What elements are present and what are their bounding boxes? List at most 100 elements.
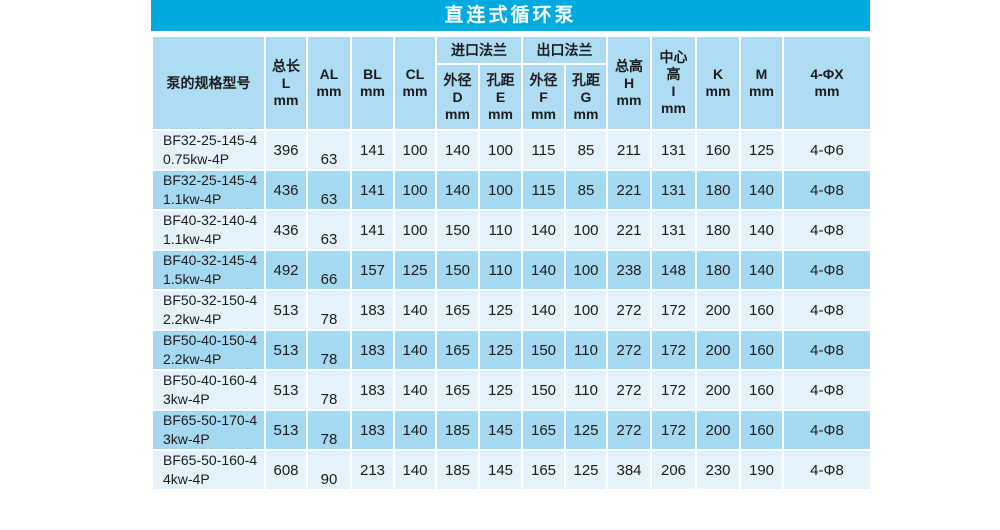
- cell-cl: 140: [393, 409, 437, 451]
- col-header-cl: CL mm: [393, 35, 437, 131]
- col-header-outlet-od: 外径 F mm: [521, 63, 566, 131]
- cell-d: 150: [435, 249, 480, 291]
- table-row: BF40-32-145-4 1.5kw-4P 492 66 157 125 150 110 14…: [151, 249, 872, 291]
- col-unit: mm: [316, 83, 342, 99]
- col-label: 孔距: [486, 71, 515, 88]
- model-power: 2.2kw-4P: [163, 311, 222, 327]
- cell-g: 100: [564, 249, 608, 291]
- cell-cl: 100: [393, 209, 437, 251]
- cell-g: 110: [564, 369, 608, 411]
- col-unit: mm: [573, 105, 599, 122]
- cell-m: 160: [739, 369, 784, 411]
- cell-cl: 100: [393, 129, 437, 171]
- col-unit: mm: [705, 83, 731, 99]
- cell-e: 100: [478, 169, 523, 211]
- cell-g: 125: [564, 409, 608, 451]
- cell-al: 78: [306, 369, 352, 411]
- table-header: 泵的规格型号 总长 L mm AL mm BL mm CL mm: [151, 35, 872, 131]
- col-unit: mm: [616, 91, 642, 108]
- cell-l: 492: [264, 249, 308, 291]
- cell-f: 115: [521, 169, 566, 211]
- table-row: BF65-50-160-4 4kw-4P 608 90 213 140 185 145 165 1…: [151, 449, 872, 491]
- model-name: BF32-25-145-4: [163, 132, 258, 148]
- cell-bl: 183: [350, 409, 395, 451]
- cell-h: 272: [606, 329, 652, 371]
- model-power: 1.5kw-4P: [163, 271, 222, 287]
- cell-cl: 140: [393, 369, 437, 411]
- col-unit: mm: [661, 100, 686, 116]
- cell-d: 165: [435, 329, 480, 371]
- model-cell: BF65-50-170-4 3kw-4P: [151, 409, 266, 451]
- cell-bl: 183: [350, 289, 395, 331]
- cell-k: 200: [695, 329, 741, 371]
- col-symbol: E: [495, 88, 506, 105]
- cell-h: 221: [606, 209, 652, 251]
- cell-f: 165: [521, 449, 566, 491]
- col-symbol: CL: [405, 66, 425, 82]
- cell-phi: 4-Φ8: [782, 169, 872, 211]
- cell-i: 131: [650, 129, 697, 171]
- model-cell: BF50-40-160-4 3kw-4P: [151, 369, 266, 411]
- cell-l: 436: [264, 209, 308, 251]
- model-power: 3kw-4P: [163, 431, 210, 447]
- cell-g: 100: [564, 289, 608, 331]
- cell-bl: 141: [350, 129, 395, 171]
- spec-table: 泵的规格型号 总长 L mm AL mm BL mm CL mm: [151, 35, 872, 491]
- cell-f: 140: [521, 249, 566, 291]
- col-symbol: BL: [363, 66, 382, 82]
- table-row: BF32-25-145-4 1.1kw-4P 436 63 141 100 140 100 11…: [151, 169, 872, 211]
- page-title: 直连式循环泵: [151, 0, 870, 31]
- cell-h: 238: [606, 249, 652, 291]
- model-name: BF50-40-160-4: [163, 372, 258, 388]
- cell-al: 78: [306, 289, 352, 331]
- col-unit: mm: [445, 105, 470, 122]
- model-name: BF65-50-160-4: [163, 452, 258, 468]
- cell-e: 110: [478, 209, 523, 251]
- cell-l: 436: [264, 169, 308, 211]
- cell-bl: 213: [350, 449, 395, 491]
- table-row: BF32-25-145-4 0.75kw-4P 396 63 141 100 140 100 1…: [151, 129, 872, 171]
- col-label: 高: [666, 66, 681, 82]
- cell-k: 230: [695, 449, 741, 491]
- col-symbol: M: [755, 66, 768, 82]
- cell-phi: 4-Φ8: [782, 289, 872, 331]
- model-power: 2.2kw-4P: [163, 351, 222, 367]
- cell-k: 180: [695, 249, 741, 291]
- cell-l: 608: [264, 449, 308, 491]
- col-header-k: K mm: [695, 35, 741, 131]
- cell-i: 172: [650, 409, 697, 451]
- cell-e: 125: [478, 289, 523, 331]
- model-power: 4kw-4P: [163, 471, 210, 487]
- col-symbol: D: [452, 88, 463, 105]
- model-name: BF50-40-150-4: [163, 332, 258, 348]
- cell-d: 165: [435, 289, 480, 331]
- cell-d: 185: [435, 409, 480, 451]
- cell-e: 125: [478, 369, 523, 411]
- cell-al: 90: [306, 449, 352, 491]
- col-unit: mm: [749, 83, 774, 99]
- col-label: 孔距: [572, 71, 600, 88]
- cell-m: 140: [739, 169, 784, 211]
- cell-k: 200: [695, 289, 741, 331]
- cell-g: 100: [564, 209, 608, 251]
- col-label: 外径: [529, 71, 558, 88]
- cell-d: 150: [435, 209, 480, 251]
- cell-cl: 140: [393, 329, 437, 371]
- cell-h: 272: [606, 369, 652, 411]
- model-cell: BF50-32-150-4 2.2kw-4P: [151, 289, 266, 331]
- col-header-al: AL mm: [306, 35, 352, 131]
- cell-f: 150: [521, 369, 566, 411]
- cell-e: 100: [478, 129, 523, 171]
- model-cell: BF65-50-160-4 4kw-4P: [151, 449, 266, 491]
- col-header-bolt-holes: 4-ΦX mm: [782, 35, 872, 131]
- col-header-inlet-od: 外径 D mm: [435, 63, 480, 131]
- cell-phi: 4-Φ8: [782, 329, 872, 371]
- model-power: 1.1kw-4P: [163, 231, 222, 247]
- cell-l: 513: [264, 329, 308, 371]
- model-power: 0.75kw-4P: [163, 151, 230, 167]
- cell-phi: 4-Φ8: [782, 209, 872, 251]
- cell-al: 66: [306, 249, 352, 291]
- cell-i: 172: [650, 369, 697, 411]
- cell-l: 513: [264, 289, 308, 331]
- model-cell: BF32-25-145-4 1.1kw-4P: [151, 169, 266, 211]
